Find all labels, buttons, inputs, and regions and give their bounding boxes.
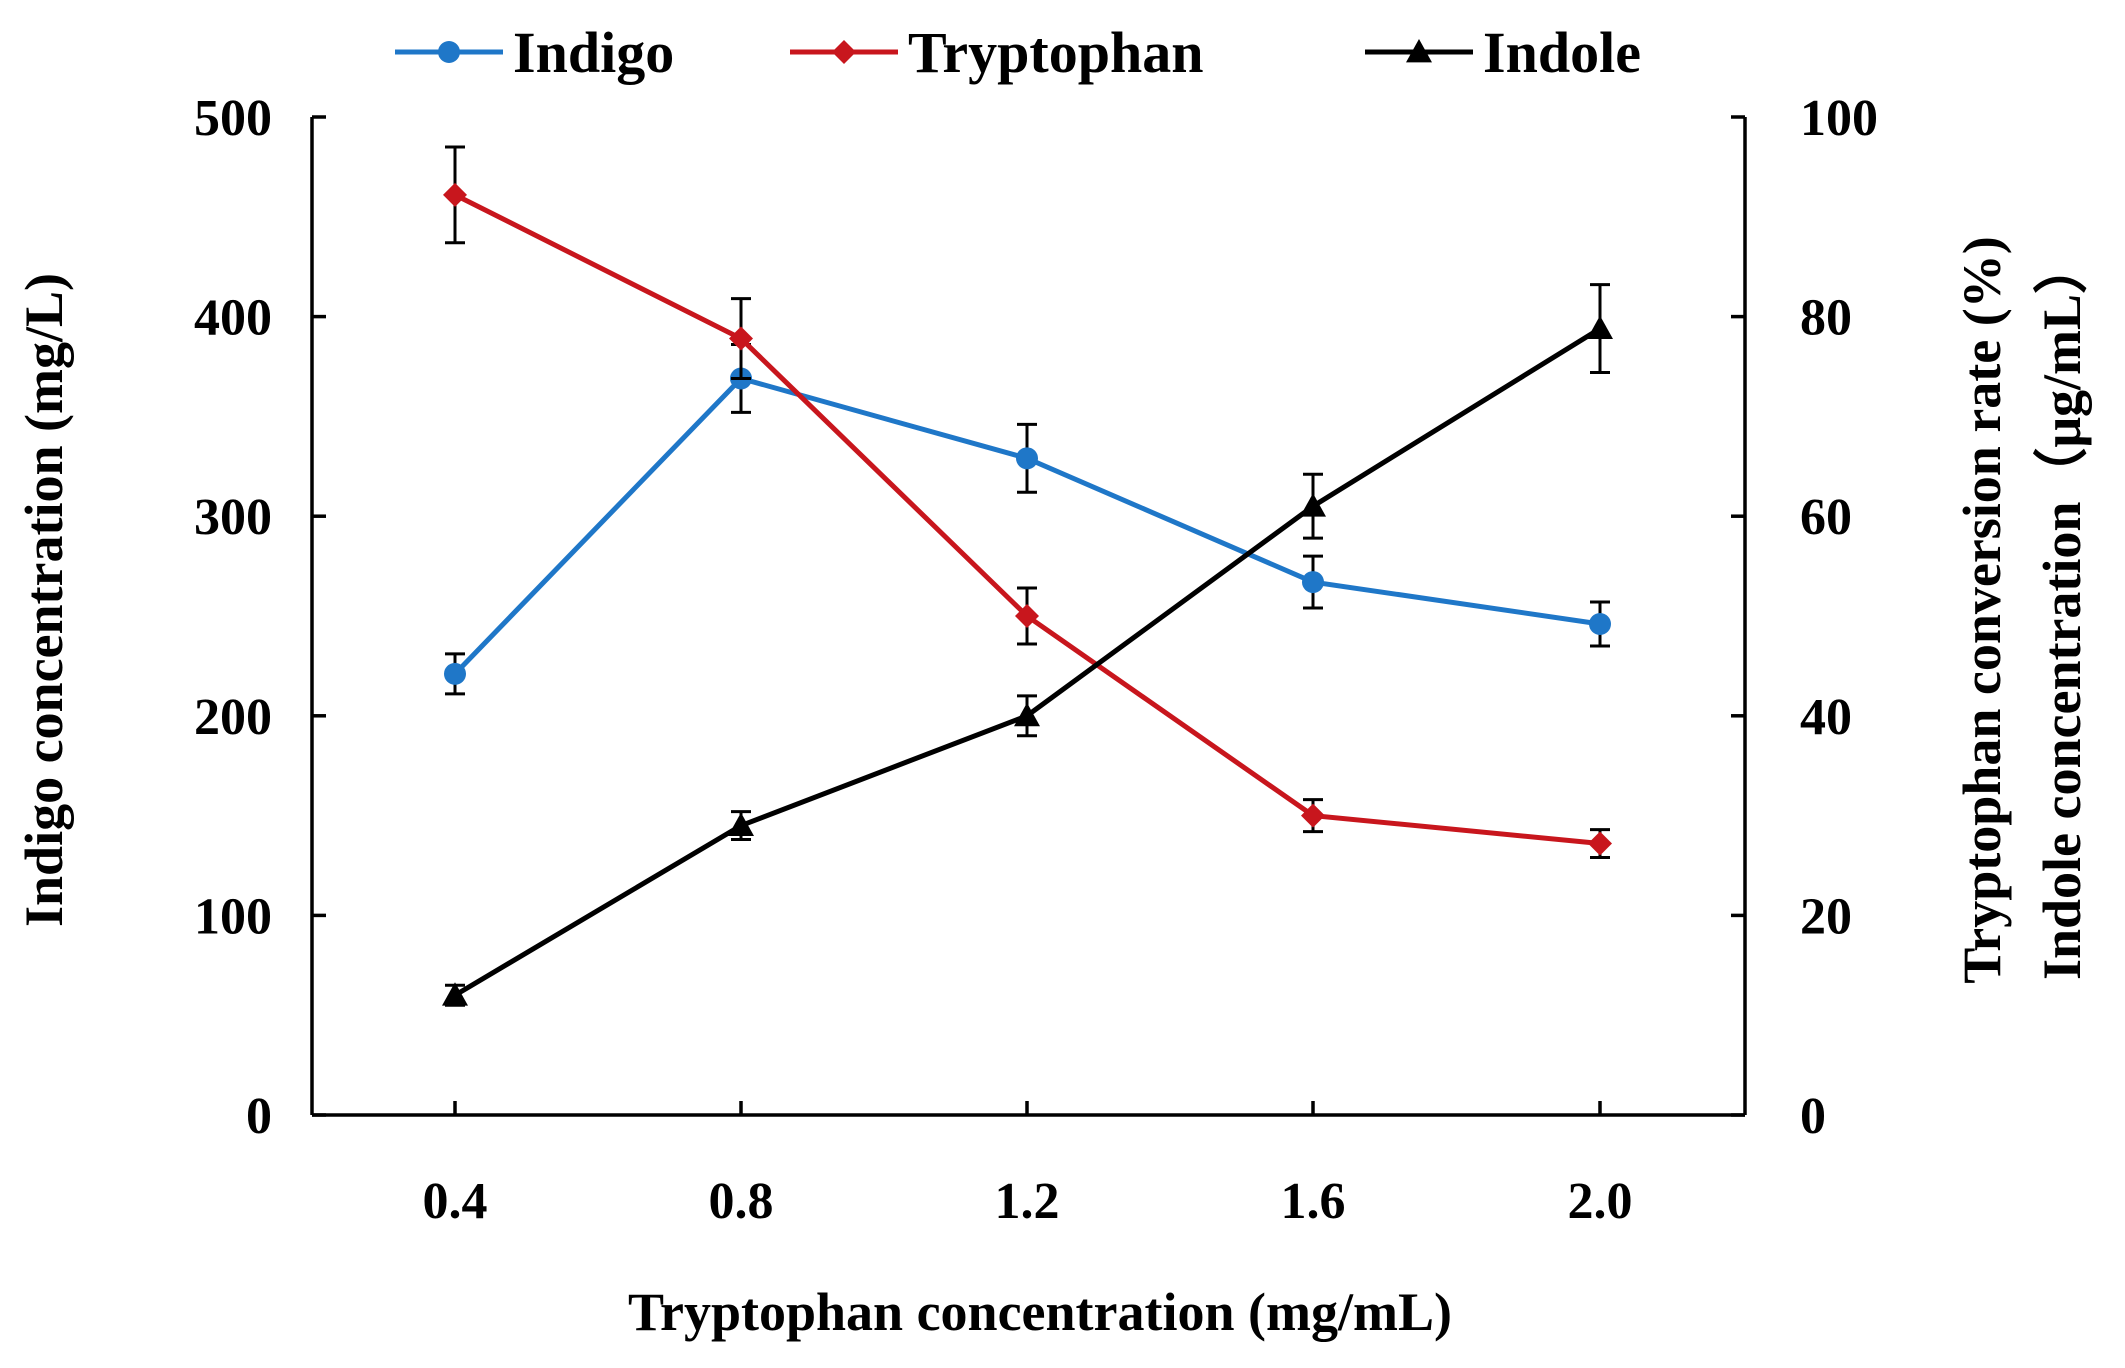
legend-label-tryptophan: Tryptophan: [908, 20, 1203, 85]
y-left-tick-label: 0: [246, 1088, 272, 1145]
legend-swatch-marker-indigo: [438, 41, 460, 63]
x-tick-label: 2.0: [1568, 1173, 1633, 1230]
y-left-tick-label: 200: [194, 689, 272, 746]
tryptophan-line: [453, 192, 1601, 847]
indole-point: [728, 812, 754, 836]
tryptophan-point: [1015, 604, 1039, 628]
y-right-tick-label: 80: [1800, 290, 1852, 347]
indole-point: [1300, 493, 1326, 517]
y-right-tick-label: 20: [1800, 888, 1852, 945]
legend-item-indigo: Indigo: [395, 20, 674, 85]
indole-point: [1587, 315, 1613, 339]
y-left-tick-label: 100: [194, 888, 272, 945]
tryptophan-point: [729, 326, 753, 351]
x-tick-label: 1.2: [995, 1173, 1060, 1230]
y-right-tick-label: 40: [1800, 689, 1852, 746]
axis-titles: Tryptophan concentration (mg/mL) Indigo …: [14, 236, 2092, 1342]
x-tick-label: 1.6: [1281, 1173, 1346, 1230]
x-axis-title: Tryptophan concentration (mg/mL): [628, 1282, 1452, 1342]
legend-item-indole: Indole: [1365, 20, 1641, 85]
axes: 0 100 200 300 400 500 0 20 40 60 80 100 0.4 0.8 1.2 1.6…: [194, 90, 1878, 1230]
indole-point: [442, 982, 468, 1006]
legend-label-indigo: Indigo: [513, 20, 674, 85]
indole-point: [1014, 702, 1040, 727]
indigo-point: [1302, 571, 1324, 594]
indigo-point: [444, 662, 466, 685]
legend-label-indole: Indole: [1483, 20, 1641, 85]
legend-item-tryptophan: Tryptophan: [790, 20, 1203, 85]
y-right-tick-label: 100: [1800, 90, 1878, 147]
tryptophan-point: [443, 182, 467, 207]
series-indigo: [444, 343, 1611, 696]
tryptophan-point: [1301, 803, 1325, 828]
y-left-axis-title: Indigo concentration (mg/L): [14, 273, 74, 927]
y-left-tick-label: 400: [194, 290, 272, 347]
legend: Indigo Tryptophan Indole: [395, 20, 1641, 85]
y-right-axis-title-2: Indole concentration（μg/mL）: [2032, 240, 2092, 980]
x-tick-label: 0.8: [709, 1173, 774, 1230]
series-tryptophan: [443, 145, 1612, 860]
series-layer: [442, 145, 1613, 1007]
legend-swatch-marker-indole: [1406, 39, 1432, 63]
legend-swatch-marker-tryptophan: [832, 40, 856, 64]
y-right-tick-label: 60: [1800, 489, 1852, 546]
y-left-tick-label: 500: [194, 90, 272, 147]
y-right-tick-label: 0: [1800, 1088, 1826, 1145]
tryptophan-point: [1588, 831, 1612, 856]
y-left-tick-label: 300: [194, 489, 272, 546]
series-indole: [442, 283, 1613, 1007]
y-right-axis-title-1: Tryptophan conversion rate (%): [1952, 236, 2012, 983]
indigo-point: [1589, 612, 1611, 635]
x-tick-label: 0.4: [423, 1173, 488, 1230]
indigo-point: [1016, 447, 1038, 470]
